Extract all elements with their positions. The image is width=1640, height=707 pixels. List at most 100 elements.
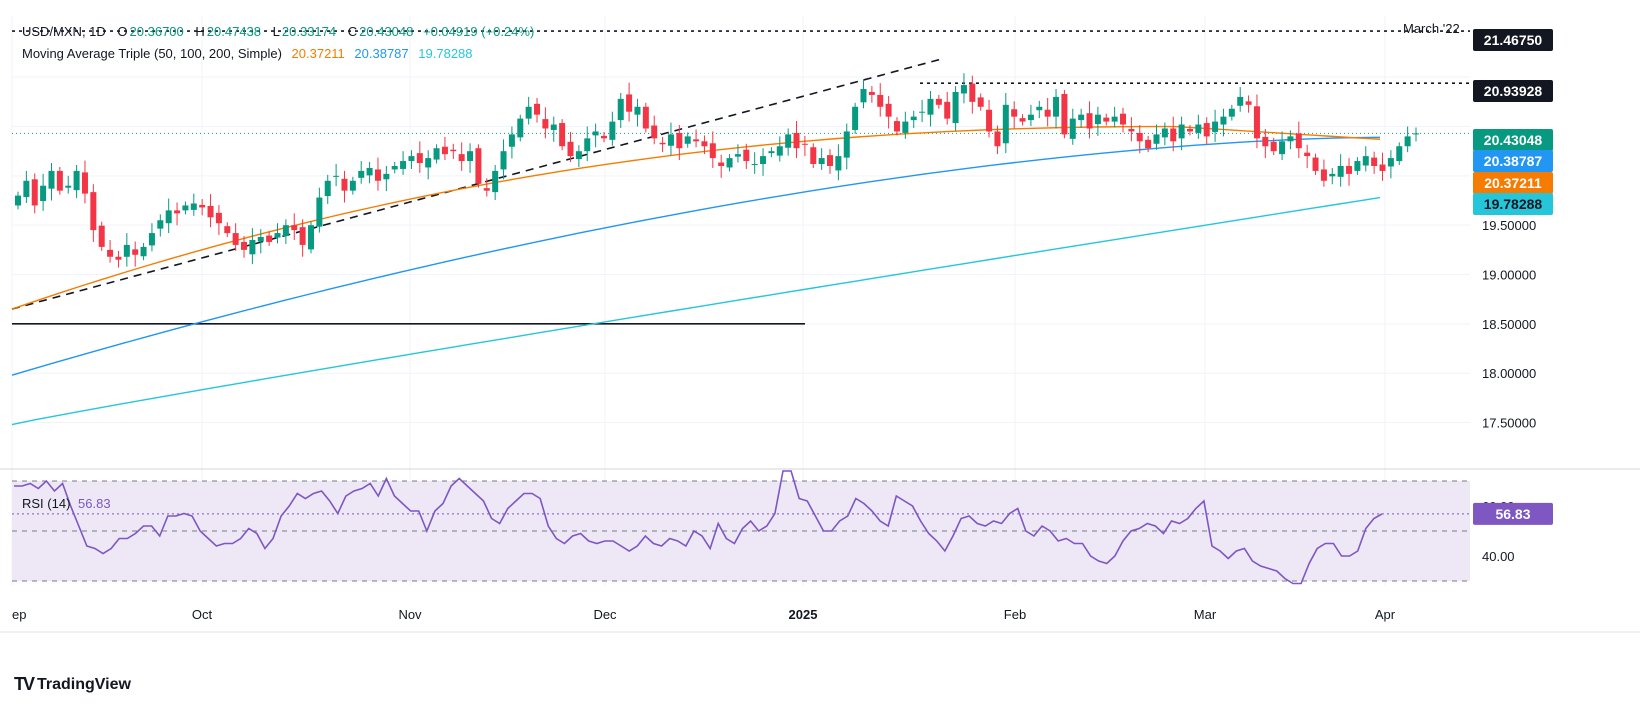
moving-average-lines [11,125,1381,426]
candle-body [701,141,708,147]
candle-body [994,131,1001,147]
candle-body [467,151,474,162]
candle-body [718,162,725,166]
candle-body [73,170,80,191]
candle-body [1346,165,1353,174]
candle-body [860,89,867,103]
candle-body [358,170,365,178]
price-label: 19.78288 [1484,196,1543,212]
candle-body [760,156,767,165]
candle-body [1270,141,1277,152]
candle-body [910,116,917,121]
candle-body [667,134,674,146]
trend-line [11,58,941,310]
candle-body [1212,121,1219,132]
candle-body [852,106,859,130]
candle-body [408,156,415,162]
candle-body [1136,132,1143,142]
candle-body [215,212,222,224]
candle-body [810,147,817,165]
candle-body [1120,113,1127,125]
candle-body [1295,133,1302,149]
high-value: 20.47438 [206,24,262,39]
candle-body [1053,96,1060,117]
candle-body [927,98,934,115]
y-tick-label: 18.00000 [1482,366,1536,381]
change-value: +0.04919 (+0.24%) [423,24,535,39]
open-value: 20.36700 [129,24,184,39]
tradingview-logo[interactable]: TV TradingView [14,674,131,695]
ma50-line [11,125,1381,310]
candle-body [508,134,515,147]
candle-body [1094,114,1101,125]
candle-body [1011,109,1018,117]
candle-body [559,123,566,147]
candle-body [115,256,122,260]
candle-body [726,158,733,168]
candle-body [534,103,541,115]
candle-body [341,178,348,191]
candle-body [400,161,407,169]
candle-body [1362,156,1369,166]
x-tick-label: Oct [192,607,213,622]
candle-body [232,233,239,245]
candle-body [391,165,398,170]
candle-body [165,210,172,224]
candle-body [90,192,97,231]
candle-body [592,131,599,136]
candle-body [249,239,256,255]
candle-body [893,121,900,132]
price-label-box [1473,80,1553,102]
candle-body [65,185,72,188]
candle-body [1161,128,1168,138]
candle-body [333,175,340,177]
candle-body [1354,161,1361,171]
candle-body [148,233,155,246]
x-tick-label: Feb [1004,607,1026,622]
candlestick-series [15,73,1419,268]
candle-body [567,141,574,157]
candle-body [684,136,691,144]
x-tick-label: 2025 [789,607,818,622]
price-label: 21.46750 [1484,32,1543,48]
candle-body [600,135,607,139]
candle-body [483,188,490,191]
candle-body [1253,106,1260,139]
march22-label: March '22 [1403,21,1460,36]
candle-body [1128,128,1135,132]
candle-body [433,148,440,160]
candle-body [458,154,465,162]
candle-body [1320,169,1327,181]
candle-body [1103,117,1110,122]
candle-body [199,204,206,208]
candle-body [425,158,432,168]
price-labels: 21.46750 20.93928 20.43048 20.38787 20.37211… [1473,29,1553,525]
rsi-pane [12,470,1470,585]
candle-body [441,146,448,155]
candle-body [140,246,147,257]
candle-body [1170,128,1177,142]
candle-body [751,164,758,166]
chart-overlays: March '22 [11,21,1470,325]
candle-body [801,143,808,145]
candle-body [291,225,298,231]
rsi-line [14,470,1383,585]
candle-body [651,125,658,139]
candle-body [919,111,926,113]
candle-body [190,203,197,210]
candle-body [31,179,38,206]
candle-body [1379,164,1386,171]
candle-body [1304,152,1311,157]
candle-body [1262,136,1269,147]
candle-body [575,151,582,160]
y-tick-label: 17.50000 [1482,416,1536,431]
candle-body [525,106,532,119]
candle-body [868,91,875,95]
candle-body [1044,109,1051,117]
candle-body [324,180,331,197]
candle-body [299,227,306,245]
candle-body [274,233,281,238]
symbol-title: USD/MXN, 1D [22,24,106,39]
price-label: 20.37211 [1484,175,1542,191]
